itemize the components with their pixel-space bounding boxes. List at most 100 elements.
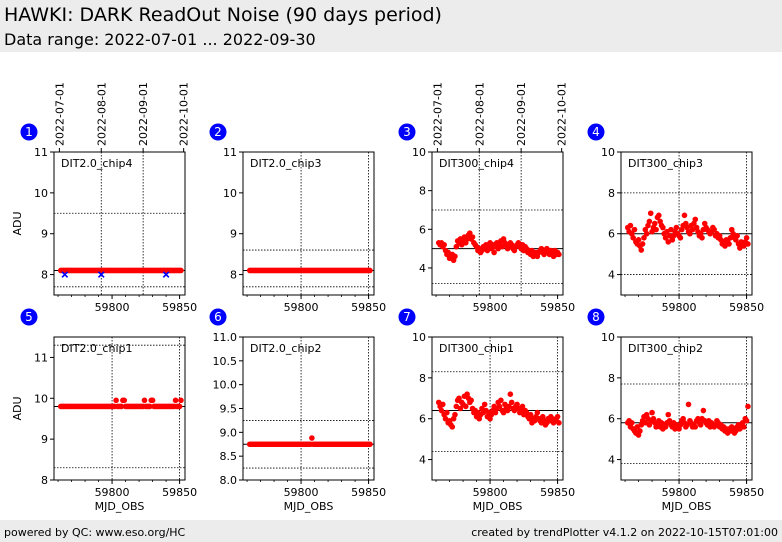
y-tick-label: 8	[419, 185, 426, 198]
date-tick-label: 2022-07-01	[431, 82, 444, 146]
data-point	[651, 220, 658, 227]
data-point	[685, 401, 692, 408]
data-point	[741, 424, 747, 430]
y-tick-label: 6	[608, 228, 615, 241]
data-point	[556, 420, 562, 426]
y-tick-label: 9	[230, 228, 237, 241]
data-point	[452, 411, 458, 418]
y-tick-label: 11.0	[213, 331, 238, 344]
data-point	[554, 413, 561, 420]
data-point	[630, 235, 636, 241]
panel-5: 5 8 9 10 11 59800 59850 DIT2.0_chip1 ADU MJD_OBS	[11, 308, 197, 513]
panel-frame	[431, 336, 564, 481]
panel-index-badge	[587, 308, 605, 326]
data-point	[507, 391, 514, 398]
y-tick-label: 4	[419, 454, 426, 467]
data-point	[743, 235, 750, 241]
y-tick-label: 4	[419, 262, 426, 275]
x-tick-label: 59800	[95, 486, 130, 499]
data-point	[491, 249, 497, 256]
panel-data-layer	[243, 152, 374, 295]
panel-index-badge	[398, 123, 416, 141]
x-tick-label: 59850	[540, 301, 575, 314]
data-point	[444, 409, 450, 416]
x-tick-label: 59850	[540, 486, 575, 499]
x-tick-label: 59800	[284, 486, 319, 499]
data-point	[745, 403, 751, 410]
y-tick-label: 8	[419, 372, 426, 385]
data-point	[643, 230, 650, 237]
y-tick-label: 6	[419, 413, 426, 426]
y-tick-label: 8	[230, 269, 237, 282]
panel-data-layer	[621, 337, 752, 480]
x-axis-label: MJD_OBS	[284, 500, 334, 513]
panel-frame	[620, 336, 753, 481]
y-tick-label: 10	[34, 392, 48, 405]
data-point	[700, 407, 707, 414]
panel-index-label: 8	[592, 310, 600, 324]
data-point	[653, 226, 659, 233]
panel-frame	[431, 151, 564, 296]
panel-index-label: 3	[403, 125, 411, 139]
y-tick-label: 11	[34, 351, 48, 364]
y-tick-label: 10	[412, 146, 426, 159]
x-tick-label: 59850	[162, 486, 197, 499]
x-tick-label: 59850	[351, 486, 386, 499]
plot-grid: 1 8 9 10 11 59800 59850 2022-07-01 2022-08-01 202…	[11, 82, 764, 513]
data-point	[631, 226, 638, 233]
y-tick-label: 10.0	[213, 379, 238, 392]
y-axis-label: ADU	[11, 396, 24, 420]
data-point	[172, 397, 179, 404]
y-axis-label: ADU	[11, 211, 24, 235]
data-point	[367, 441, 373, 448]
data-point	[178, 397, 184, 404]
data-point	[141, 397, 148, 404]
data-point	[629, 420, 635, 426]
data-point	[681, 212, 688, 219]
x-tick-label: 59800	[662, 301, 697, 314]
data-point	[711, 226, 717, 233]
data-point	[508, 399, 515, 406]
data-point	[673, 224, 680, 231]
data-point	[149, 397, 156, 404]
panel-frame	[53, 336, 186, 481]
data-point	[647, 210, 654, 217]
date-tick-label: 2022-07-01	[53, 82, 66, 146]
data-point	[527, 411, 534, 418]
y-tick-label: 10.5	[213, 355, 238, 368]
data-point	[481, 401, 488, 408]
y-tick-label: 6	[608, 413, 615, 426]
outlier-stroke	[61, 271, 69, 278]
data-point	[677, 235, 684, 241]
panel-data-layer	[432, 152, 563, 295]
data-point	[449, 424, 456, 430]
data-point	[727, 235, 734, 241]
data-point	[456, 395, 462, 402]
data-point	[519, 403, 526, 410]
data-point	[121, 397, 128, 404]
panel-4: 4 4 6 8 10 59800 59850 DIT300_chip3	[587, 123, 764, 314]
y-tick-label: 10	[601, 146, 615, 159]
x-tick-label: 59850	[351, 301, 386, 314]
y-tick-label: 8	[608, 372, 615, 385]
y-tick-label: 8	[41, 269, 48, 282]
data-point	[734, 232, 740, 239]
footer-generator: created by trendPlotter v4.1.2 on 2022-1…	[471, 526, 778, 539]
panel-index-label: 4	[592, 125, 600, 139]
data-point	[452, 253, 458, 260]
data-point	[692, 424, 699, 430]
x-tick-label: 59800	[284, 301, 319, 314]
y-tick-label: 10	[34, 187, 48, 200]
x-tick-label: 59800	[95, 301, 130, 314]
panel-frame	[242, 336, 375, 481]
date-tick-label: 2022-08-01	[473, 82, 486, 146]
data-point	[646, 218, 653, 225]
data-point	[468, 397, 474, 404]
data-point	[496, 403, 503, 410]
panel-label: DIT300_chip3	[628, 157, 703, 170]
data-point	[699, 235, 705, 241]
panel-index-badge	[587, 123, 605, 141]
data-point	[441, 241, 447, 248]
panel-index-badge	[209, 308, 227, 326]
